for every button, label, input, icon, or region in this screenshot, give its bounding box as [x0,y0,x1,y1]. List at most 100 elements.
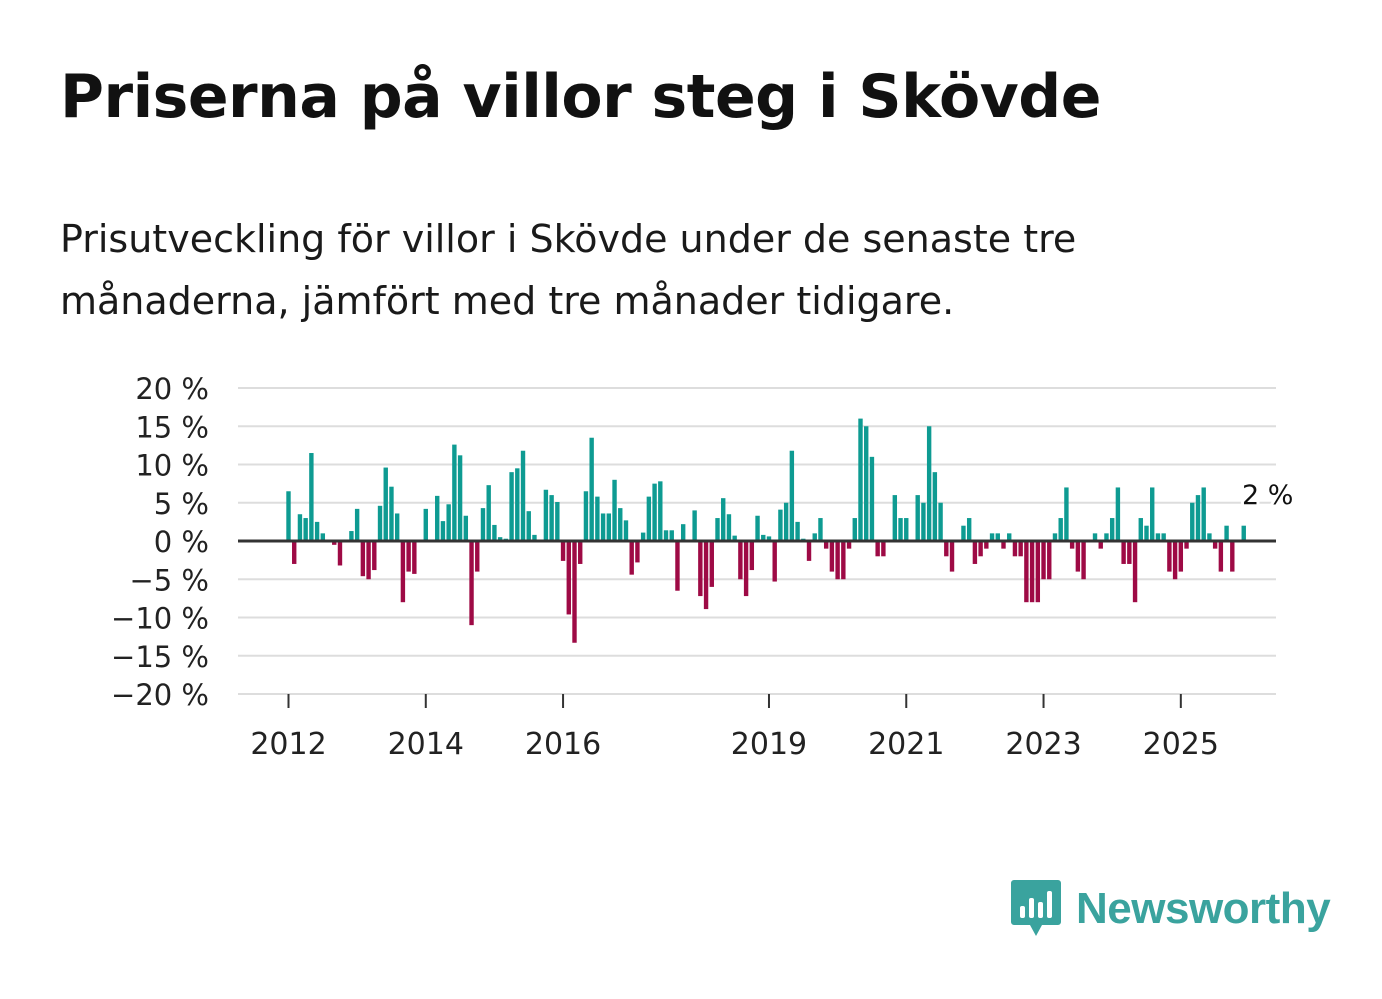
bar [1161,533,1166,541]
bar [766,536,772,541]
bar [1052,533,1058,541]
bar [680,524,686,541]
x-tick-label: 2021 [868,727,944,762]
bar [1109,518,1115,541]
bar [961,525,966,541]
bar [349,531,354,541]
bar [829,541,835,572]
y-tick-label: 10 % [135,449,209,483]
bar [1195,495,1201,541]
bar [852,518,857,541]
bar [400,541,406,603]
bar [944,541,949,557]
bar [377,505,383,541]
bar [652,483,657,542]
bar [640,532,646,541]
bar [469,541,474,626]
x-tick-label: 2019 [731,727,807,762]
bar [658,481,663,541]
bar [875,541,880,557]
y-tick-label: 0 % [154,525,209,559]
bar [921,502,926,541]
bar [1007,533,1012,541]
bar [1058,518,1063,541]
bar [1138,518,1143,541]
bar [749,541,755,571]
bar [578,541,583,564]
bar [966,518,972,541]
bar [320,533,326,541]
bar [606,513,612,541]
bar [337,541,343,566]
bar [515,468,520,541]
bar [1018,541,1023,557]
bar [783,502,789,541]
bar [1212,541,1218,549]
x-axis: 2012 2014 2016 2019 2021 2023 2025 [250,694,1219,762]
page-title: Priserna på villor steg i Skövde [60,62,1101,132]
chart-subtitle: Prisutveckling för villor i Skövde under… [60,217,1077,323]
bar [303,518,308,541]
bar [881,541,886,557]
bar [1001,541,1006,549]
bar [389,486,394,541]
bar [475,541,480,572]
bar [646,496,652,541]
bar [778,509,783,541]
bar [761,534,766,541]
bar [394,513,400,541]
bar [692,510,697,541]
y-tick-label: −5 % [129,563,209,597]
bar [1144,525,1149,541]
bar [435,495,440,541]
bar [789,450,795,541]
bar [480,508,486,541]
bar [332,541,337,545]
bar [595,496,600,541]
bar [612,479,617,541]
bar [703,541,709,610]
bar [978,541,983,557]
bar [675,541,680,591]
bar [589,437,594,541]
y-tick-label: −10 % [111,602,209,636]
bar [1167,541,1172,572]
newsworthy-logo: Newsworthy [1010,878,1331,940]
bar [795,521,800,542]
bar [314,521,320,542]
bar [823,541,829,549]
bar [818,518,823,541]
brand-name: Newsworthy [1076,884,1331,933]
bar [732,535,737,541]
last-value-label: 2 % [1242,480,1293,511]
bar [858,418,863,541]
bar [1207,533,1212,541]
bar [995,533,1000,541]
bar [583,491,589,541]
bar [1155,533,1161,541]
bar [497,537,503,541]
bar [709,541,714,587]
bar [926,426,932,541]
bar [292,541,297,564]
bar [1178,541,1184,572]
grid-lines [238,387,1276,695]
last-value-halo: 2 % [1242,480,1293,511]
bar [297,514,303,541]
x-tick-label: 2023 [1005,727,1081,762]
logo-icon [1011,880,1061,936]
bar [600,513,606,541]
bar [383,467,388,541]
bar [1029,541,1035,603]
bar [623,520,629,541]
bar [618,508,623,541]
bar [1201,487,1206,541]
bar [892,495,898,541]
bar [972,541,978,564]
bar [1184,541,1189,549]
bar [1132,541,1138,603]
y-tick-label: −20 % [111,678,209,712]
bar [509,472,514,541]
bar [1012,541,1018,557]
bar [898,518,903,541]
